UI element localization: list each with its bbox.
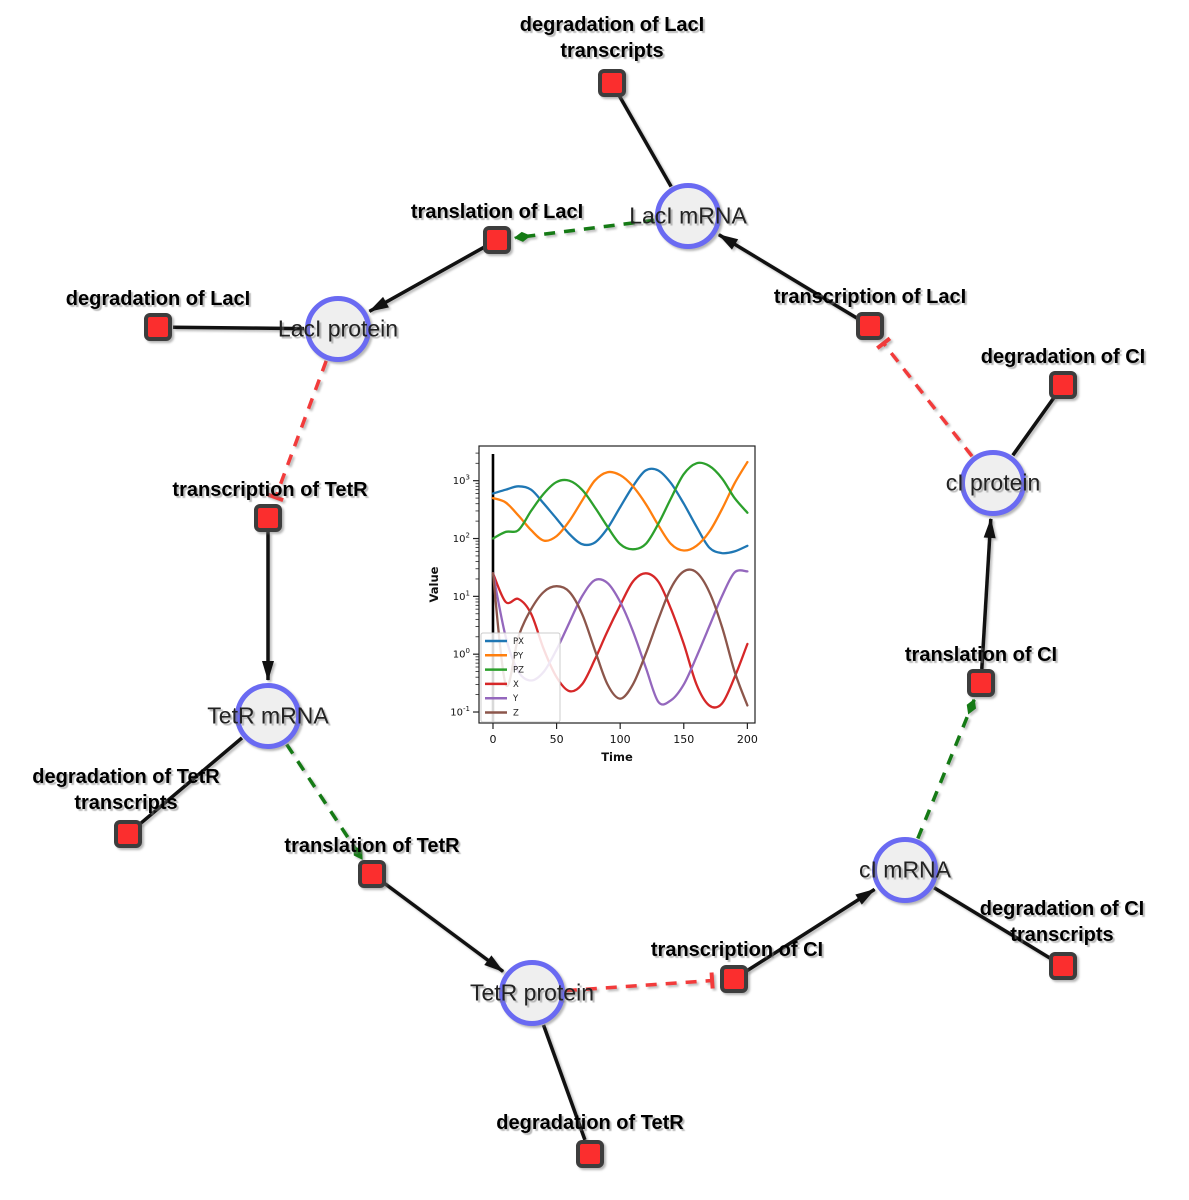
reaction-label-deg_tetR_tx: degradation of TetR transcripts [32, 764, 219, 817]
legend-label-Y: Y [512, 694, 519, 704]
reaction-label-deg_tetR: degradation of TetR [496, 1110, 683, 1136]
legend-label-PZ: PZ [513, 666, 524, 676]
edge-inhibit-tetR_protein-transcription_cI [565, 972, 715, 993]
x-tick-label: 50 [550, 733, 564, 746]
chart-legend: PX PY PZ XYZ [480, 632, 561, 723]
reaction-node-deg_tetR[interactable] [576, 1140, 604, 1168]
series-curve-PX [491, 467, 749, 555]
edge-arrow-transcription_lacI-lacI_mrna [717, 233, 859, 321]
series-curve-PY [491, 460, 749, 552]
reaction-label-line: transcription of TetR [172, 479, 368, 501]
legend-label-PY: PY [513, 651, 524, 661]
reaction-label-transcription_lacI: transcription of LacI [774, 284, 966, 310]
species-label-tetR_protein: TetR protein [469, 979, 595, 1006]
species-node-lacI_mrna[interactable] [655, 183, 721, 249]
edge-arrow-translation_cI-cI_protein [980, 517, 996, 670]
y-axis-title: Value [427, 566, 441, 602]
reaction-label-transcription_tetR: transcription of TetR [172, 477, 367, 503]
inset-timeseries-chart: 103 102 101 100 10-1 0 50 100 150 200 Time Value PX P… [424, 428, 772, 766]
reaction-node-translation_tetR[interactable] [358, 860, 386, 888]
reaction-label-line: translation of LacI [410, 201, 584, 223]
reaction-node-deg_tetR_tx[interactable] [114, 820, 142, 848]
species-label-lacI_protein: LacI protein [277, 315, 399, 342]
reaction-node-deg_lacI[interactable] [144, 313, 172, 341]
reaction-node-transcription_cI[interactable] [720, 965, 748, 993]
y-tick-label: 103 [453, 474, 470, 488]
legend-label-Z: Z [513, 709, 519, 719]
reaction-label-line: degradation of LacI [519, 14, 705, 36]
series-curve-X [491, 572, 749, 709]
reaction-label-deg_lacI_tx: degradation of LacI transcripts [520, 12, 704, 65]
edge-arrow-translation_tetR-tetR_protein [382, 880, 505, 973]
y-tick-label: 10-1 [450, 705, 470, 719]
y-tick-label: 100 [453, 647, 470, 661]
species-label-cI_mrna: cI mRNA [859, 856, 951, 883]
reaction-node-translation_cI[interactable] [967, 669, 995, 697]
reaction-label-line: degradation of TetR [496, 1112, 684, 1134]
species-node-lacI_protein[interactable] [305, 296, 371, 362]
reaction-label-line: transcription of LacI [773, 286, 967, 308]
edge-line-lacI_mrna-deg_lacI_tx [617, 95, 673, 188]
reaction-label-line: degradation of LacI [65, 288, 251, 310]
edge-modifier-lacI_mrna-translation_lacI [513, 218, 655, 242]
reaction-label-transcription_cI: transcription of CI [651, 937, 823, 963]
edge-inhibit-lacI_protein-transcription_tetR [267, 360, 328, 503]
reaction-node-deg_lacI_tx[interactable] [598, 69, 626, 97]
reaction-node-transcription_tetR[interactable] [254, 504, 282, 532]
reaction-label-deg_lacI: degradation of LacI [66, 286, 250, 312]
y-tick-label: 101 [453, 589, 470, 603]
x-tick-label: 200 [737, 733, 758, 746]
reaction-label-line: transcripts [74, 792, 178, 815]
series-curve-Z [491, 568, 749, 707]
edge-line-tetR_protein-deg_tetR [541, 1024, 587, 1141]
reaction-label-line: degradation of CI [979, 898, 1145, 920]
x-tick-label: 150 [673, 733, 694, 746]
reaction-label-translation_lacI: translation of LacI [411, 199, 583, 225]
x-tick-label: 0 [489, 733, 496, 746]
edge-line-tetR_mrna-deg_tetR_tx [138, 736, 244, 826]
reaction-node-deg_cI[interactable] [1049, 371, 1077, 399]
reaction-label-deg_cI_tx: degradation of CI transcripts [980, 896, 1144, 949]
reaction-label-line: degradation of CI [980, 346, 1146, 368]
reaction-label-deg_cI: degradation of CI [981, 344, 1145, 370]
reaction-label-line: translation of TetR [284, 835, 460, 857]
reaction-label-translation_tetR: translation of TetR [284, 833, 459, 859]
reaction-node-deg_cI_tx[interactable] [1049, 952, 1077, 980]
reaction-label-line: transcription of CI [650, 939, 824, 961]
species-node-tetR_protein[interactable] [499, 960, 565, 1026]
edge-line-cI_mrna-deg_cI_tx [933, 886, 1052, 960]
reaction-label-line: translation of CI [904, 644, 1058, 666]
legend-label-X: X [513, 680, 519, 690]
y-tick-label: 102 [453, 532, 470, 546]
species-label-tetR_mrna: TetR mRNA [207, 702, 329, 729]
species-label-cI_protein: cI protein [945, 469, 1041, 496]
species-node-cI_protein[interactable] [960, 450, 1026, 516]
reaction-node-translation_lacI[interactable] [483, 226, 511, 254]
plot-frame [478, 445, 756, 724]
reaction-label-line: transcripts [560, 40, 664, 63]
edge-modifier-cI_mrna-translation_cI [916, 698, 977, 840]
species-label-lacI_mrna: LacI mRNA [629, 202, 747, 229]
legend-label-PX: PX [513, 637, 524, 647]
edge-line-cI_protein-deg_cI [1011, 396, 1056, 457]
species-node-tetR_mrna[interactable] [235, 683, 301, 749]
reaction-label-line: degradation of TetR [32, 766, 220, 788]
edge-line-lacI_protein-deg_lacI [172, 325, 305, 331]
edge-modifier-tetR_mrna-translation_tetR [285, 743, 364, 860]
reaction-node-transcription_lacI[interactable] [856, 312, 884, 340]
edge-arrow-translation_lacI-lacI_protein [368, 245, 486, 313]
x-tick-label: 100 [610, 733, 631, 746]
edge-arrow-transcription_cI-cI_mrna [744, 887, 876, 973]
reaction-label-line: transcripts [1010, 924, 1114, 947]
reaction-label-translation_cI: translation of CI [905, 642, 1057, 668]
series-curve-PZ [491, 461, 749, 551]
species-node-cI_mrna[interactable] [872, 837, 938, 903]
x-axis-title: Time [601, 750, 633, 764]
edge-inhibit-cI_protein-transcription_lacI [876, 336, 974, 458]
